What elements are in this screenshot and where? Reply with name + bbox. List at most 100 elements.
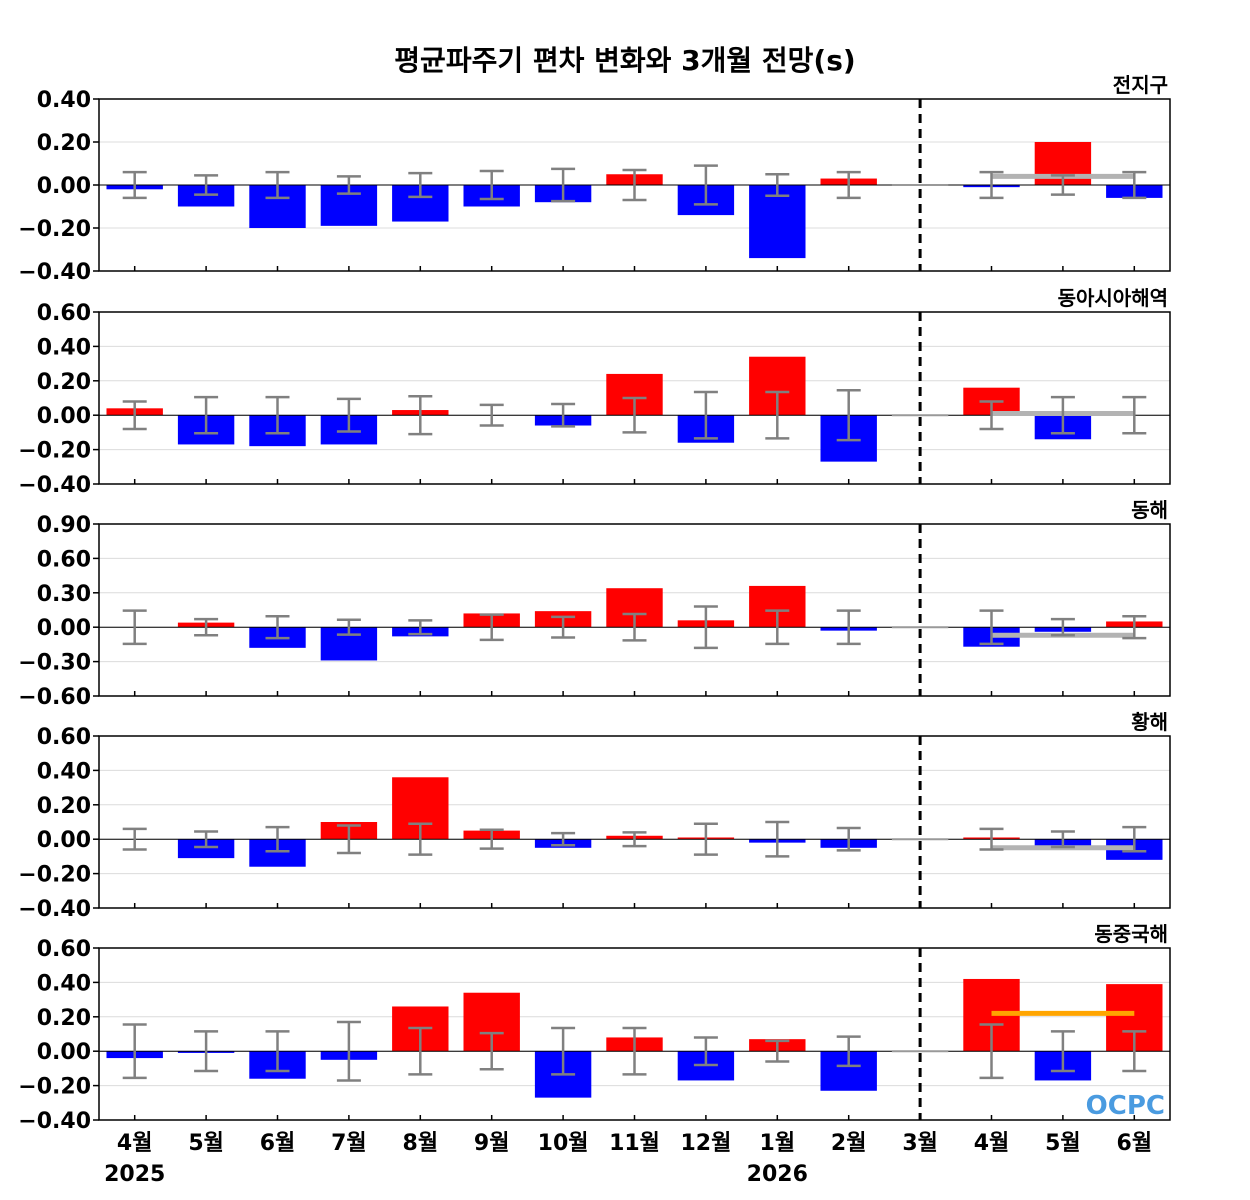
y-tick-label: 0.90 [37, 513, 91, 538]
year-label: 2025 [104, 1162, 165, 1187]
y-tick-label: −0.40 [18, 1109, 91, 1134]
y-tick-label: 0.20 [37, 131, 91, 156]
panel-title: 동중국해 [1094, 922, 1168, 946]
plot-frame [98, 947, 1171, 1121]
x-tick-label: 5월 [188, 1131, 224, 1156]
x-tick-label: 10월 [538, 1131, 589, 1156]
x-tick-label: 6월 [260, 1131, 296, 1156]
y-tick-label: 0.20 [37, 794, 91, 819]
panel-4: 0.60 0.40 0.20 0.00 −0.20 −0.40 동중국해 [18, 922, 1171, 1134]
year-label: 2026 [747, 1162, 808, 1187]
y-tick-label: 0.40 [37, 88, 91, 113]
y-tick-label: 0.20 [37, 370, 91, 395]
x-tick-label: 12월 [680, 1131, 731, 1156]
error-bar [836, 826, 861, 852]
y-tick-label: 0.00 [37, 616, 91, 641]
x-tick-label: 5월 [1045, 1131, 1081, 1156]
panel-title: 황해 [1131, 710, 1168, 734]
plot-frame [98, 735, 1171, 909]
error-bar [122, 1023, 147, 1080]
error-bar [479, 613, 504, 642]
panel-title: 전지구 [1113, 73, 1168, 97]
error-bar [408, 171, 433, 199]
error-bar [122, 609, 147, 646]
error-bar [1122, 1030, 1147, 1073]
y-tick-label: 0.00 [37, 174, 91, 199]
plot-frame [98, 523, 1171, 697]
error-bar [122, 827, 147, 851]
error-bar [1050, 830, 1075, 849]
error-bar [1122, 395, 1147, 435]
error-bar [693, 164, 718, 206]
x-tick-label: 4월 [117, 1131, 153, 1156]
y-tick-label: 0.40 [37, 335, 91, 360]
x-tick-label: 9월 [474, 1131, 510, 1156]
error-bar [408, 619, 433, 636]
error-bar [693, 390, 718, 440]
y-tick-label: 0.40 [37, 759, 91, 784]
error-bar [622, 396, 647, 434]
ocpc-logo: OCPC [1086, 1091, 1165, 1121]
y-tick-label: 0.00 [37, 1040, 91, 1065]
bar [749, 185, 806, 259]
error-bar [979, 609, 1004, 646]
error-bar [979, 827, 1004, 851]
chart-title: 평균파주기 편차 변화와 3개월 전망(s) [394, 44, 855, 77]
error-bar [765, 1039, 790, 1063]
error-bar [693, 1036, 718, 1067]
error-bar [336, 824, 361, 855]
x-tick-label: 4월 [974, 1131, 1010, 1156]
error-bar [265, 170, 290, 200]
error-bar [1050, 395, 1075, 435]
error-bar [979, 1023, 1004, 1080]
error-bar [551, 1026, 576, 1076]
error-bar [765, 820, 790, 858]
error-bar [122, 170, 147, 200]
error-bar [622, 168, 647, 202]
error-bar [1050, 174, 1075, 196]
panels: 0.40 0.20 0.00 −0.20 −0.40 전지구 0.60 0.40 0.20 0.0… [18, 73, 1171, 1134]
y-tick-label: −0.60 [18, 685, 91, 710]
error-bar [622, 1026, 647, 1076]
error-bar [194, 395, 219, 435]
error-bar [479, 403, 504, 427]
panel-3: 0.60 0.40 0.20 0.00 −0.20 −0.40 황해 [18, 710, 1171, 922]
error-bar [622, 831, 647, 848]
error-bar [265, 825, 290, 853]
error-bar [408, 395, 433, 436]
error-bar [265, 395, 290, 435]
panel-0: 0.40 0.20 0.00 −0.20 −0.40 전지구 [18, 73, 1171, 285]
error-bar [479, 169, 504, 201]
y-tick-label: 0.00 [37, 404, 91, 429]
error-bar [836, 1035, 861, 1068]
x-tick-label: 8월 [403, 1131, 439, 1156]
error-bar [194, 174, 219, 196]
ocpc-logo-text: OCPC [1086, 1091, 1165, 1121]
error-bar [194, 830, 219, 849]
error-bar [122, 400, 147, 431]
error-bar [1122, 615, 1147, 640]
error-bar [408, 1026, 433, 1076]
error-bar [979, 170, 1004, 200]
y-tick-label: 0.40 [37, 971, 91, 996]
y-tick-label: 0.60 [37, 301, 91, 326]
panel-2: 0.90 0.60 0.30 0.00 −0.30 −0.60 동해 [18, 498, 1171, 710]
error-bar [836, 609, 861, 646]
error-bar [551, 167, 576, 203]
error-bar [836, 389, 861, 442]
error-bar [693, 822, 718, 856]
x-tick-label: 2월 [831, 1131, 867, 1156]
error-bar [408, 822, 433, 856]
panel-title: 동해 [1131, 498, 1168, 522]
y-tick-label: 0.00 [37, 828, 91, 853]
error-bar [479, 1031, 504, 1071]
plot-frame [98, 98, 1171, 272]
y-tick-label: −0.30 [18, 651, 91, 676]
error-bar [551, 402, 576, 428]
error-bar [1050, 1030, 1075, 1073]
error-bar [693, 605, 718, 650]
y-tick-label: −0.20 [18, 863, 91, 888]
error-bar [765, 390, 790, 440]
error-bar [479, 828, 504, 850]
